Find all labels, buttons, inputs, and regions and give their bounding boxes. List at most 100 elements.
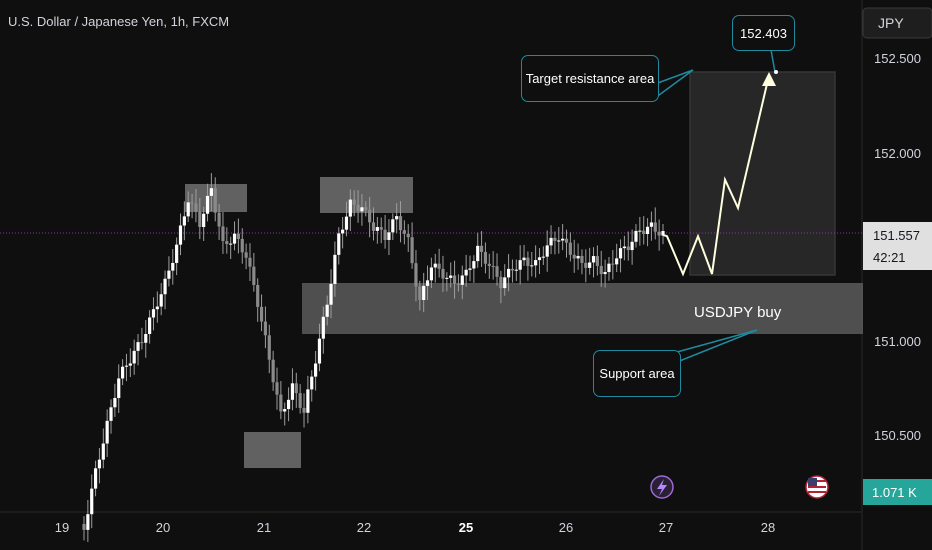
candle-body	[136, 342, 140, 351]
candle-body	[182, 216, 186, 226]
candle-body	[194, 203, 198, 212]
low-zone	[244, 432, 301, 468]
candle-body	[140, 342, 144, 344]
candle-body	[468, 268, 472, 270]
candle-body	[171, 262, 175, 271]
x-tick-label: 20	[156, 520, 170, 535]
candle-body	[526, 257, 530, 266]
chart-title: U.S. Dollar / Japanese Yen, 1h, FXCM	[8, 14, 230, 29]
candle-body	[175, 244, 179, 263]
candle-body	[653, 222, 657, 232]
candle-body	[414, 263, 418, 287]
candle-body	[271, 359, 275, 383]
candle-body	[503, 277, 507, 289]
candle-body	[422, 285, 426, 300]
candle-body	[209, 188, 213, 196]
candle-body	[148, 317, 152, 335]
candle-body	[557, 240, 561, 242]
candle-body	[325, 304, 329, 317]
candle-body	[437, 263, 441, 269]
y-tick-label: 151.000	[874, 334, 921, 349]
us-flag-icon[interactable]	[805, 475, 829, 499]
support-area-callout: Support area	[593, 350, 681, 397]
candle-body	[642, 230, 646, 234]
candle-body	[117, 378, 121, 398]
candle-body	[232, 233, 237, 244]
candle-body	[371, 222, 376, 231]
candle-body	[113, 397, 117, 408]
target-point	[774, 70, 778, 74]
candle-body	[379, 227, 383, 230]
candle-body	[541, 256, 545, 258]
candle-body	[661, 230, 665, 236]
candle-body	[391, 219, 395, 233]
candle-body	[553, 237, 557, 241]
resistance-zone-2	[320, 177, 413, 213]
candle-body	[360, 207, 364, 212]
candle-body	[105, 420, 109, 444]
candle-body	[576, 255, 580, 259]
candle-body	[341, 229, 345, 234]
candle-body	[290, 383, 295, 400]
y-tick-label: 152.500	[874, 51, 921, 66]
candle-body	[510, 268, 515, 271]
candle-body	[603, 272, 607, 275]
candle-body	[121, 366, 125, 379]
candle-body	[198, 211, 202, 227]
candle-body	[483, 251, 488, 264]
candle-body	[626, 246, 630, 251]
candle-body	[561, 238, 565, 241]
y-tick-label: 152.000	[874, 146, 921, 161]
x-tick-label: 26	[559, 520, 573, 535]
candle-body	[615, 258, 619, 265]
candle-body	[159, 294, 163, 307]
candle-body	[275, 382, 279, 395]
candle-body	[595, 256, 599, 266]
candle-body	[229, 243, 233, 245]
candle-body	[217, 212, 221, 227]
candle-body	[522, 257, 526, 261]
candle-body	[588, 262, 592, 268]
candle-body	[302, 407, 306, 413]
candle-body	[452, 275, 457, 284]
candle-body	[314, 363, 318, 377]
candle-body	[456, 283, 461, 285]
currency-box[interactable]	[862, 7, 932, 39]
candle-body	[460, 275, 464, 285]
candle-body	[317, 338, 322, 364]
candle-body	[252, 266, 256, 285]
candle-body	[151, 309, 156, 318]
y-tick-label: 150.500	[874, 428, 921, 443]
candle-body	[445, 277, 449, 279]
candle-body	[240, 238, 244, 253]
candle-body	[178, 225, 183, 245]
lightning-icon[interactable]	[650, 475, 674, 499]
candle-body	[395, 216, 399, 220]
candle-body	[294, 383, 298, 394]
volume-badge	[863, 479, 932, 505]
candle-body	[205, 195, 210, 214]
candle-body	[464, 269, 468, 276]
candle-body	[310, 376, 314, 390]
candle-body	[333, 254, 337, 284]
candle-body	[607, 263, 611, 273]
candle-body	[487, 263, 491, 266]
candle-body	[537, 257, 542, 261]
candle-body	[534, 260, 538, 266]
candle-body	[418, 286, 422, 300]
candle-body	[375, 227, 379, 231]
target-resistance-callout: Target resistance area	[521, 55, 659, 102]
candle-body	[410, 237, 414, 264]
x-tick-label: 21	[257, 520, 271, 535]
x-tick-label: 28	[761, 520, 775, 535]
candle-body	[491, 265, 495, 267]
candle-body	[263, 321, 268, 336]
candle-body	[190, 202, 194, 204]
candle-body	[398, 216, 403, 231]
candle-body	[618, 248, 623, 259]
candle-body	[337, 233, 341, 255]
last-price-value: 151.557	[873, 228, 920, 243]
candle-body	[128, 363, 132, 366]
candle-body	[472, 261, 476, 269]
